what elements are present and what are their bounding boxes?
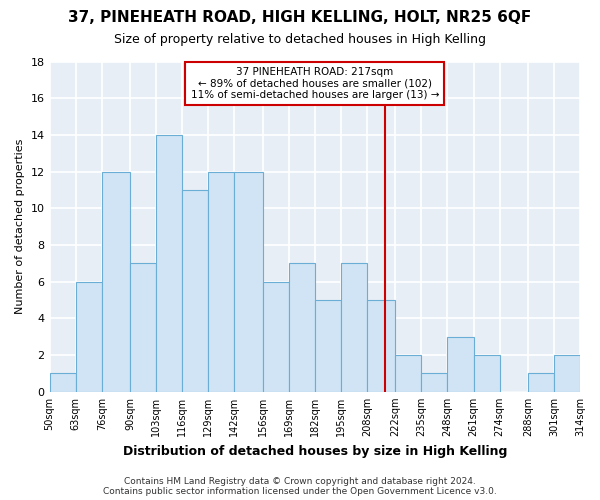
Text: Size of property relative to detached houses in High Kelling: Size of property relative to detached ho… <box>114 32 486 46</box>
Bar <box>367 300 395 392</box>
Bar <box>263 282 289 392</box>
Bar <box>76 282 102 392</box>
Bar <box>208 172 235 392</box>
Bar <box>50 374 76 392</box>
Bar <box>395 355 421 392</box>
Text: Contains HM Land Registry data © Crown copyright and database right 2024.: Contains HM Land Registry data © Crown c… <box>124 477 476 486</box>
Bar <box>235 172 263 392</box>
Bar <box>102 172 130 392</box>
Bar <box>315 300 341 392</box>
Bar <box>130 264 156 392</box>
Text: Contains public sector information licensed under the Open Government Licence v3: Contains public sector information licen… <box>103 487 497 496</box>
Bar <box>289 264 315 392</box>
Bar <box>156 135 182 392</box>
Bar <box>448 337 473 392</box>
Bar <box>528 374 554 392</box>
Bar <box>421 374 448 392</box>
Text: 37, PINEHEATH ROAD, HIGH KELLING, HOLT, NR25 6QF: 37, PINEHEATH ROAD, HIGH KELLING, HOLT, … <box>68 10 532 25</box>
Bar <box>182 190 208 392</box>
Bar <box>341 264 367 392</box>
Bar <box>473 355 500 392</box>
Text: 37 PINEHEATH ROAD: 217sqm
← 89% of detached houses are smaller (102)
11% of semi: 37 PINEHEATH ROAD: 217sqm ← 89% of detac… <box>191 67 439 100</box>
Y-axis label: Number of detached properties: Number of detached properties <box>15 139 25 314</box>
X-axis label: Distribution of detached houses by size in High Kelling: Distribution of detached houses by size … <box>122 444 507 458</box>
Bar <box>554 355 580 392</box>
